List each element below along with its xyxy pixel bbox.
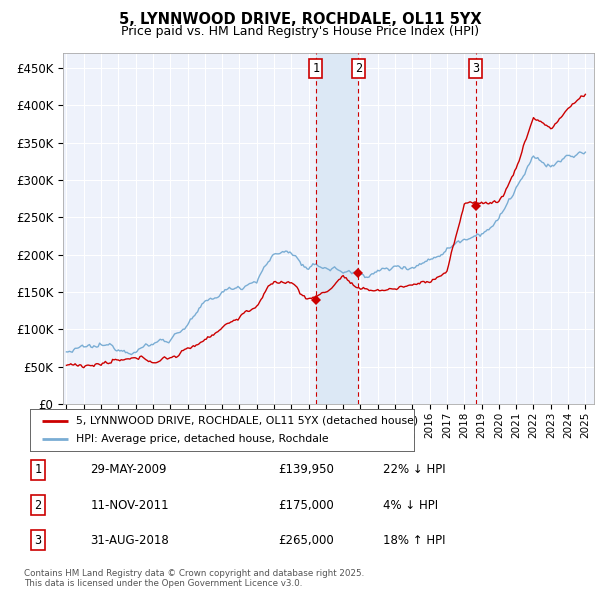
- Text: 11-NOV-2011: 11-NOV-2011: [90, 499, 169, 512]
- Text: 1: 1: [34, 463, 41, 476]
- Text: HPI: Average price, detached house, Rochdale: HPI: Average price, detached house, Roch…: [76, 434, 329, 444]
- Text: 2: 2: [355, 63, 362, 76]
- Text: 2: 2: [34, 499, 41, 512]
- Text: 5, LYNNWOOD DRIVE, ROCHDALE, OL11 5YX: 5, LYNNWOOD DRIVE, ROCHDALE, OL11 5YX: [119, 12, 481, 27]
- Text: 4% ↓ HPI: 4% ↓ HPI: [383, 499, 438, 512]
- Text: 18% ↑ HPI: 18% ↑ HPI: [383, 534, 445, 547]
- Text: 3: 3: [34, 534, 41, 547]
- Text: 5, LYNNWOOD DRIVE, ROCHDALE, OL11 5YX (detached house): 5, LYNNWOOD DRIVE, ROCHDALE, OL11 5YX (d…: [76, 416, 418, 426]
- Text: 3: 3: [472, 63, 479, 76]
- Bar: [316, 53, 358, 404]
- Text: 1: 1: [313, 63, 319, 76]
- Text: 29-MAY-2009: 29-MAY-2009: [90, 463, 167, 476]
- Text: 31-AUG-2018: 31-AUG-2018: [90, 534, 169, 547]
- Text: £139,950: £139,950: [278, 463, 334, 476]
- Text: 22% ↓ HPI: 22% ↓ HPI: [383, 463, 445, 476]
- Text: Contains HM Land Registry data © Crown copyright and database right 2025.
This d: Contains HM Land Registry data © Crown c…: [24, 569, 364, 588]
- Text: £175,000: £175,000: [278, 499, 334, 512]
- Text: Price paid vs. HM Land Registry's House Price Index (HPI): Price paid vs. HM Land Registry's House …: [121, 25, 479, 38]
- Text: £265,000: £265,000: [278, 534, 334, 547]
